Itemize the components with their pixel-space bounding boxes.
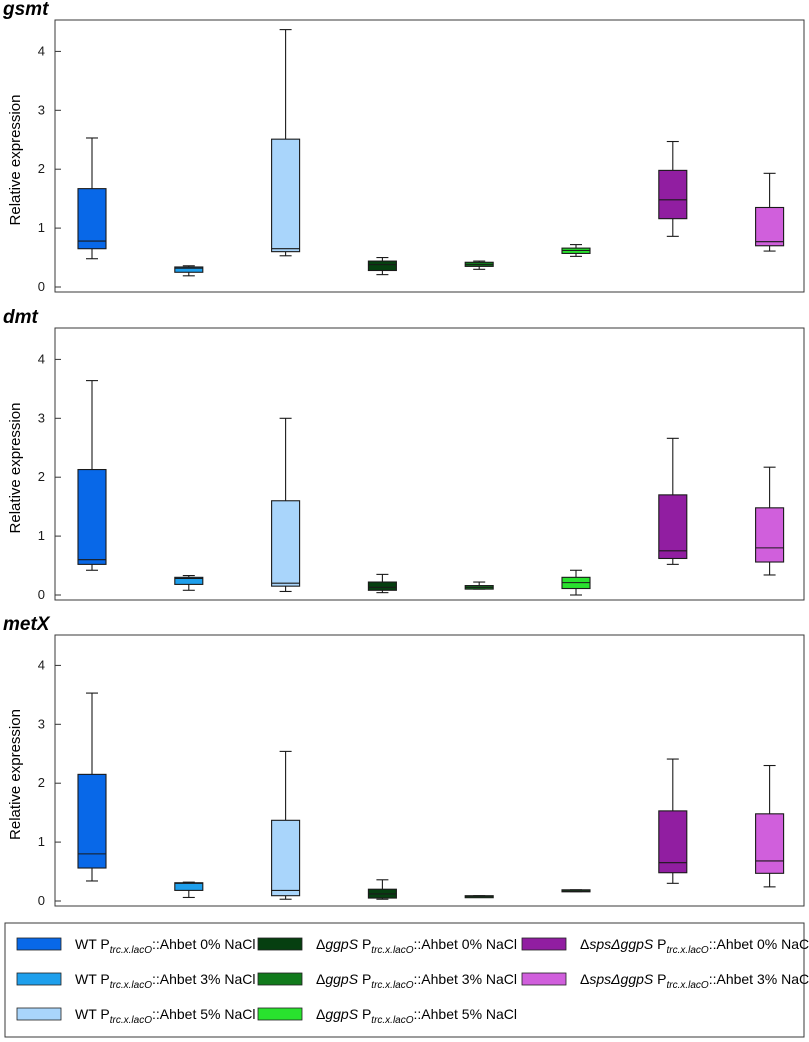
box-group-6 (658, 758, 688, 884)
box-group-3 (367, 879, 397, 900)
legend-item-2: WT Ptrc.x.lacO::Ahbet 5% NaCl (16, 1006, 255, 1026)
legend-label: WT Ptrc.x.lacO::Ahbet 3% NaCl (75, 971, 255, 991)
y-tick-label: 1 (38, 834, 45, 849)
box (755, 206, 785, 247)
legend-item-7: ΔspsΔggpS Ptrc.x.lacO::Ahbet 3% NaCl (521, 971, 809, 991)
legend-item-5: ΔggpS Ptrc.x.lacO::Ahbet 5% NaCl (257, 1006, 517, 1026)
legend-swatch (257, 937, 303, 951)
box-group-7 (755, 466, 785, 576)
box-group-1 (174, 575, 204, 591)
box (271, 819, 301, 897)
legend-label: WT Ptrc.x.lacO::Ahbet 0% NaCl (75, 936, 255, 956)
box (271, 138, 301, 253)
legend-label: ΔspsΔggpS Ptrc.x.lacO::Ahbet 3% NaCl (580, 971, 809, 991)
plot-area (54, 327, 805, 601)
legend-swatch (16, 972, 62, 986)
legend-swatch (257, 1007, 303, 1021)
y-tick-label: 4 (38, 43, 45, 58)
plot-area (54, 634, 805, 907)
legend-label: ΔggpS Ptrc.x.lacO::Ahbet 5% NaCl (316, 1006, 517, 1026)
legend-swatch (257, 972, 303, 986)
y-tick-label: 1 (38, 528, 45, 543)
y-tick-label: 3 (38, 102, 45, 117)
box (367, 581, 397, 591)
y-tick-label: 4 (38, 351, 45, 366)
box-group-2 (271, 750, 301, 900)
box (77, 468, 107, 565)
y-tick-label: 3 (38, 410, 45, 425)
panel-title: metX (3, 614, 51, 635)
legend-swatch (16, 1007, 62, 1021)
legend-item-1: WT Ptrc.x.lacO::Ahbet 3% NaCl (16, 971, 255, 991)
legend-label: ΔggpS Ptrc.x.lacO::Ahbet 3% NaCl (316, 971, 517, 991)
y-axis-label: Relative expression (7, 709, 24, 840)
y-axis-label: Relative expression (7, 95, 24, 226)
box-group-4 (464, 581, 494, 590)
box-group-4 (464, 895, 494, 899)
box (77, 188, 107, 250)
box (174, 576, 204, 585)
legend-item-0: WT Ptrc.x.lacO::Ahbet 0% NaCl (16, 936, 255, 956)
box (658, 169, 688, 220)
box-group-5 (561, 244, 591, 257)
y-tick-label: 2 (38, 469, 45, 484)
legend-label: WT Ptrc.x.lacO::Ahbet 5% NaCl (75, 1006, 255, 1026)
panel-title: dmt (3, 307, 39, 328)
box-group-3 (367, 256, 397, 276)
legend-frame (4, 922, 805, 1038)
box (174, 266, 204, 273)
box-group-6 (658, 140, 688, 237)
box-group-1 (174, 265, 204, 277)
box (658, 494, 688, 560)
box-group-0 (77, 692, 107, 882)
box-group-5 (561, 889, 591, 893)
box (658, 810, 688, 874)
y-tick-label: 3 (38, 716, 45, 731)
panel-metX: metX Relative expression 0 1 2 3 4 (3, 614, 805, 908)
box (755, 813, 785, 874)
box-group-3 (367, 573, 397, 594)
y-tick-label: 0 (38, 279, 45, 294)
y-tick-label: 2 (38, 161, 45, 176)
legend-swatch (521, 937, 567, 951)
legend-swatch (521, 972, 567, 986)
box (174, 882, 204, 891)
legend-item-3: ΔggpS Ptrc.x.lacO::Ahbet 0% NaCl (257, 936, 517, 956)
box (755, 507, 785, 563)
panel-dmt: dmt Relative expression 0 1 2 3 4 (3, 307, 805, 602)
panels: gsmt Relative expression 0 1 2 3 4 dmt Relative … (2, 0, 805, 908)
box-group-2 (271, 29, 301, 257)
plot-area (54, 19, 805, 293)
legend-label: ΔggpS Ptrc.x.lacO::Ahbet 0% NaCl (316, 936, 517, 956)
y-tick-label: 0 (38, 587, 45, 602)
box-group-0 (77, 137, 107, 260)
box-group-4 (464, 260, 494, 270)
box-group-7 (755, 172, 785, 252)
y-tick-label: 4 (38, 657, 45, 672)
box (77, 773, 107, 869)
y-axis-label: Relative expression (7, 403, 24, 534)
box-group-0 (77, 380, 107, 571)
legend-label: ΔspsΔggpS Ptrc.x.lacO::Ahbet 0% NaCl (580, 936, 809, 956)
panel-gsmt: gsmt Relative expression 0 1 2 3 4 (2, 0, 805, 294)
y-tick-label: 2 (38, 775, 45, 790)
box (367, 260, 397, 272)
box-group-7 (755, 764, 785, 888)
box-group-1 (174, 881, 204, 899)
y-tick-label: 1 (38, 220, 45, 235)
legend-swatch (16, 937, 62, 951)
legend-item-4: ΔggpS Ptrc.x.lacO::Ahbet 3% NaCl (257, 971, 517, 991)
y-tick-label: 0 (38, 893, 45, 908)
box-group-2 (271, 417, 301, 593)
box-group-6 (658, 437, 688, 565)
box (271, 500, 301, 587)
legend-item-6: ΔspsΔggpS Ptrc.x.lacO::Ahbet 0% NaCl (521, 936, 809, 956)
panel-title: gsmt (2, 0, 49, 20)
box-group-5 (561, 569, 591, 596)
